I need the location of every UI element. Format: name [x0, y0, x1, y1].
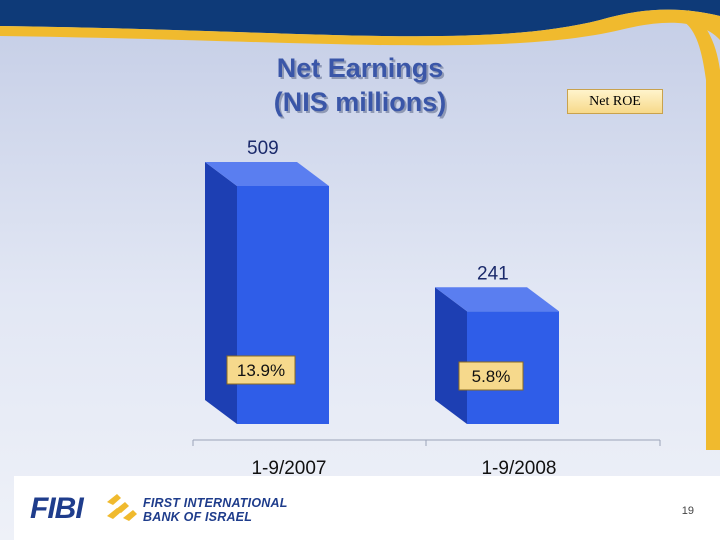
roe-label-0: 13.9% [237, 361, 285, 380]
roe-label-box-0 [226, 355, 296, 385]
header-banner [0, 0, 720, 46]
roe-legend: Net ROE [567, 89, 663, 114]
bank-logo-icon [107, 494, 137, 521]
footer [14, 476, 720, 540]
chart-title-line1: Net Earnings [276, 53, 444, 83]
x-tick-label-0: 1-9/2007 [251, 458, 326, 479]
roe-label-box-1 [458, 361, 524, 391]
bar-side-0 [205, 162, 237, 424]
bar-top-0 [205, 162, 329, 186]
bar-0 [237, 186, 329, 424]
bank-name-line2: BANK OF ISRAEL [143, 510, 253, 524]
x-tick-label-1: 1-9/2008 [481, 458, 556, 479]
bar-top-1 [435, 287, 559, 312]
bar-side-1 [435, 287, 467, 424]
bar-value-label-1: 241 [477, 263, 509, 284]
bar-value-label-0: 509 [247, 138, 279, 159]
chart-title-line2: (NIS millions) [273, 87, 447, 117]
right-accent-bar [684, 10, 720, 450]
logo-wordmark: FIBI [30, 492, 84, 525]
bank-name-line1: FIRST INTERNATIONAL [143, 496, 288, 510]
page-number: 19 [681, 505, 694, 517]
roe-label-1: 5.8% [472, 367, 511, 386]
